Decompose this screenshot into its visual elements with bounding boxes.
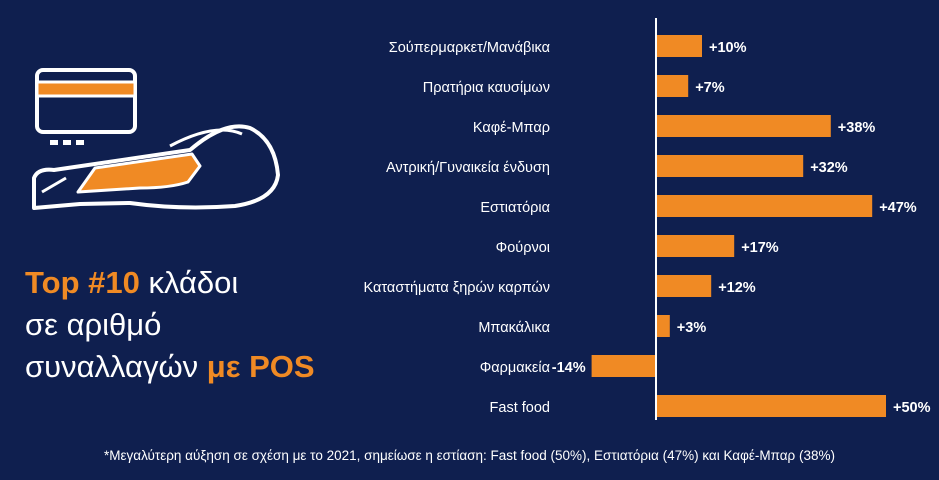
headline-part3: σε αριθμό — [25, 307, 162, 342]
category-label: Μπακάλικα — [478, 320, 550, 336]
headline-part1: Top #10 — [25, 265, 140, 300]
category-label: Καφέ-Μπαρ — [473, 120, 550, 136]
data-label: +47% — [879, 200, 917, 216]
data-label: +32% — [810, 160, 848, 176]
category-label: Πρατήρια καυσίμων — [423, 80, 550, 96]
data-label: +17% — [741, 240, 779, 256]
bar — [656, 155, 804, 177]
bar — [656, 75, 689, 97]
bar — [656, 395, 886, 417]
bar — [656, 235, 735, 257]
bar — [591, 355, 656, 377]
category-label: Εστιατόρια — [480, 200, 550, 216]
headline: Top #10 κλάδοι σε αριθμό συναλλαγών με P… — [25, 262, 355, 388]
headline-part4: συναλλαγών — [25, 349, 207, 384]
bar — [656, 115, 831, 137]
bar — [656, 35, 702, 57]
category-label: Καταστήματα ξηρών καρπών — [364, 280, 550, 296]
data-label: +38% — [838, 120, 876, 136]
footnote: *Μεγαλύτερη αύξηση σε σχέση με το 2021, … — [104, 448, 835, 463]
category-label: Φαρμακεία — [480, 360, 550, 376]
category-label: Αντρική/Γυναικεία ένδυση — [386, 160, 550, 176]
bar — [656, 315, 670, 337]
data-label: +10% — [709, 40, 747, 56]
data-label: +12% — [718, 280, 756, 296]
headline-part5: με POS — [206, 349, 315, 384]
pos-illustration — [32, 68, 280, 210]
bar-chart: Σούπερμαρκετ/Μανάβικα +10% Πρατήρια καυσίμ… — [364, 18, 931, 420]
data-label: -14% — [552, 360, 586, 376]
data-label: +50% — [893, 400, 931, 416]
bar — [656, 275, 712, 297]
pos-terminal-icon — [32, 124, 280, 210]
category-label: Fast food — [490, 400, 550, 416]
data-label: +3% — [677, 320, 707, 336]
category-label: Σούπερμαρκετ/Μανάβικα — [389, 40, 550, 56]
bar — [656, 195, 873, 217]
headline-part2: κλάδοι — [139, 265, 239, 300]
data-label: +7% — [695, 80, 725, 96]
credit-card-icon — [35, 68, 137, 145]
category-label: Φούρνοι — [496, 240, 550, 256]
